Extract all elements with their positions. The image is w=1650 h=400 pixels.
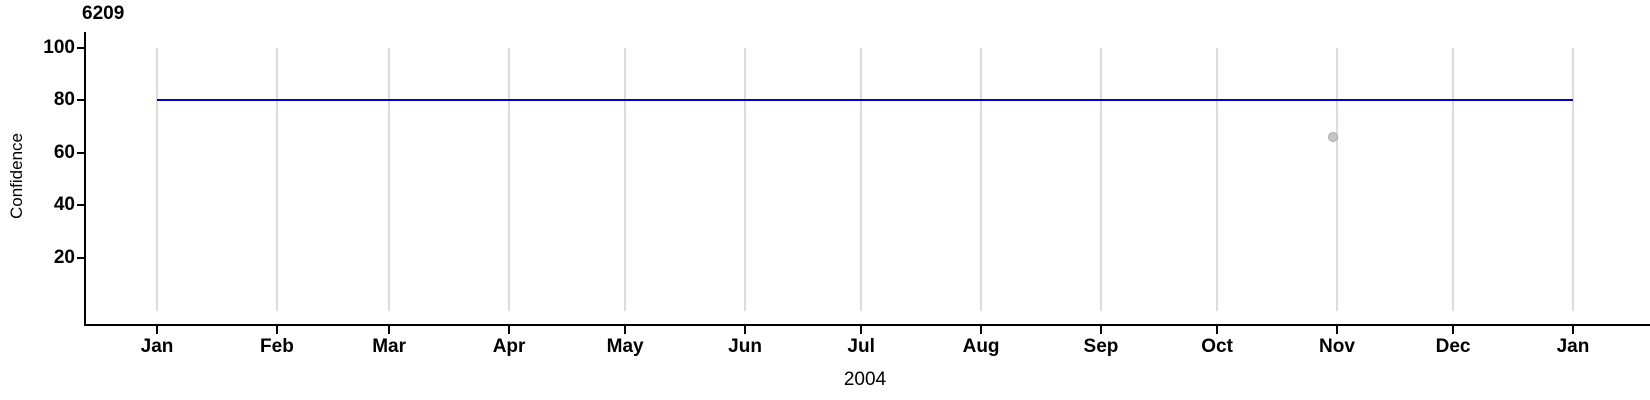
x-tick-mark xyxy=(860,325,863,334)
x-tick-label: May xyxy=(606,336,644,357)
x-tick-label: Jun xyxy=(728,336,762,357)
month-gridline xyxy=(744,47,747,311)
month-gridline xyxy=(1452,47,1455,311)
month-gridline xyxy=(275,47,278,311)
x-tick-label: Nov xyxy=(1319,336,1355,357)
x-tick-label: Jul xyxy=(847,336,875,357)
month-gridline xyxy=(508,47,511,311)
x-tick-label: Feb xyxy=(260,336,294,357)
y-tick-mark xyxy=(77,256,85,259)
month-gridline xyxy=(1099,47,1102,311)
month-gridline xyxy=(980,47,983,311)
month-gridline xyxy=(156,47,158,311)
month-gridline xyxy=(860,47,863,311)
y-axis-line xyxy=(84,32,86,326)
reference-line xyxy=(157,99,1573,102)
x-tick-label: Mar xyxy=(372,336,407,357)
x-tick-mark xyxy=(1571,325,1574,334)
x-axis-label: 2004 xyxy=(843,369,887,390)
x-axis-line xyxy=(84,324,1650,326)
data-point xyxy=(1328,131,1339,142)
x-tick-mark xyxy=(1216,325,1219,334)
x-tick-label: Sep xyxy=(1083,336,1119,357)
x-tick-label: Dec xyxy=(1435,336,1471,357)
x-tick-label: Jan xyxy=(1556,336,1590,357)
month-gridline xyxy=(388,47,391,311)
x-tick-mark xyxy=(744,325,747,334)
x-tick-mark xyxy=(1452,325,1455,334)
y-tick-label: 80 xyxy=(53,89,75,111)
y-tick-label: 20 xyxy=(53,246,75,268)
y-axis-label: Confidence xyxy=(7,132,26,220)
month-gridline xyxy=(1335,47,1338,311)
x-tick-label: Jan xyxy=(140,336,174,357)
y-tick-label: 100 xyxy=(43,36,75,58)
month-gridline xyxy=(1216,47,1219,311)
chart-title: 6209 xyxy=(82,3,125,24)
y-tick-label: 40 xyxy=(53,194,75,216)
x-tick-mark xyxy=(156,325,158,334)
x-tick-mark xyxy=(1099,325,1102,334)
y-tick-mark xyxy=(77,46,85,49)
x-tick-label: Aug xyxy=(962,336,1000,357)
x-tick-mark xyxy=(275,325,278,334)
x-tick-label: Oct xyxy=(1201,336,1233,357)
x-tick-mark xyxy=(388,325,391,334)
month-gridline xyxy=(624,47,627,311)
x-tick-mark xyxy=(624,325,627,334)
month-gridline xyxy=(1571,47,1574,311)
y-tick-mark xyxy=(77,204,85,207)
y-tick-label: 60 xyxy=(53,141,75,163)
x-tick-mark xyxy=(1335,325,1338,334)
x-tick-mark xyxy=(508,325,511,334)
y-tick-mark xyxy=(77,151,85,154)
x-tick-mark xyxy=(980,325,983,334)
x-tick-label: Apr xyxy=(492,336,526,357)
y-tick-mark xyxy=(77,99,85,102)
